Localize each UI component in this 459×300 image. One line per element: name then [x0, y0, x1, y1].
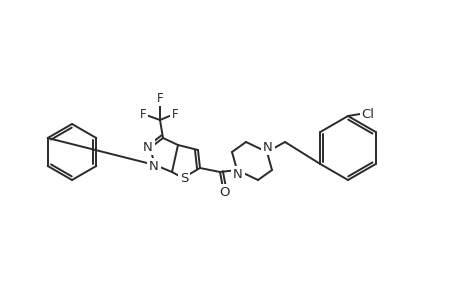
- Text: N: N: [233, 167, 242, 181]
- Text: N: N: [263, 140, 272, 154]
- Text: F: F: [171, 107, 178, 121]
- Text: S: S: [179, 172, 188, 185]
- Text: O: O: [219, 185, 230, 199]
- Text: N: N: [149, 160, 158, 172]
- Text: Cl: Cl: [361, 107, 374, 121]
- Text: F: F: [140, 107, 146, 121]
- Text: N: N: [143, 140, 152, 154]
- Text: F: F: [157, 92, 163, 104]
